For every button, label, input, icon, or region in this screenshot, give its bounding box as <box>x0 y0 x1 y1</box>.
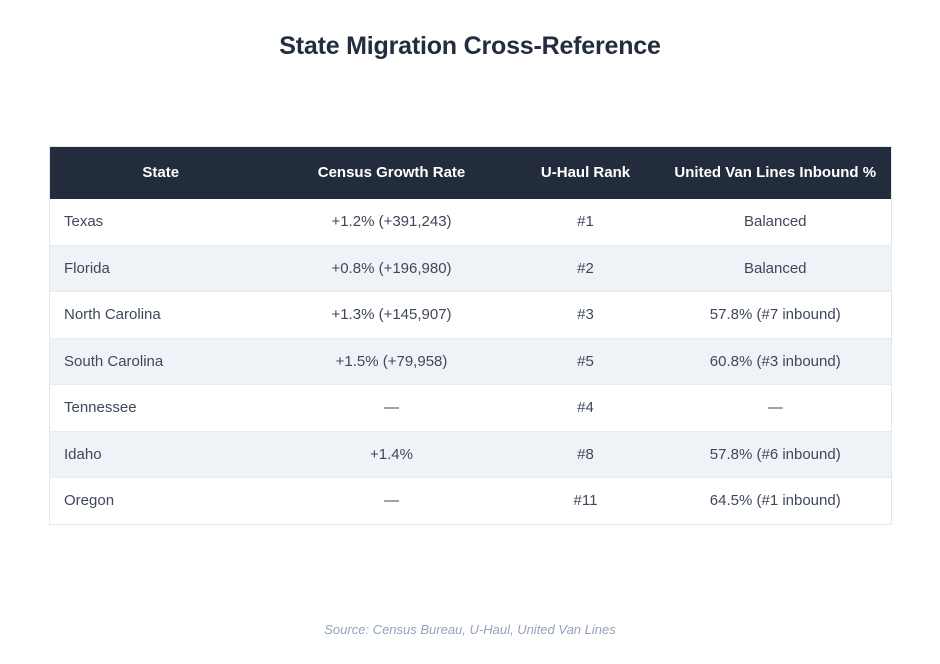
cell-census-growth-rate: — <box>271 477 512 525</box>
cell-uhaul-rank: #5 <box>511 337 660 385</box>
cell-state: South Carolina <box>49 337 272 385</box>
table-row: Tennessee — #4 — <box>49 384 892 432</box>
migration-table-container: State Census Growth Rate U-Haul Rank Uni… <box>49 146 892 525</box>
cell-state: Tennessee <box>49 384 272 432</box>
cell-state: Idaho <box>49 430 272 478</box>
source-note: Source: Census Bureau, U-Haul, United Va… <box>324 622 616 637</box>
cell-state: North Carolina <box>49 291 272 339</box>
column-header-census-growth-rate[interactable]: Census Growth Rate <box>271 146 512 200</box>
cell-uvl-inbound: Balanced <box>659 244 892 292</box>
column-header-state[interactable]: State <box>49 146 272 200</box>
cell-census-growth-rate: +1.5% (+79,958) <box>271 337 512 385</box>
cell-uhaul-rank: #11 <box>511 477 660 525</box>
page-title: State Migration Cross-Reference <box>279 32 661 60</box>
cell-uhaul-rank: #1 <box>577 213 594 231</box>
cell-state: Oregon <box>49 477 272 525</box>
cell-uvl-inbound: 57.8% (#7 inbound) <box>659 291 892 339</box>
table-row: Oregon — #11 64.5% (#1 inbound) <box>49 477 892 525</box>
cell-census-growth-rate: +1.4% <box>271 430 512 478</box>
table-row: North Carolina +1.3% (+145,907) #3 57.8%… <box>49 291 892 339</box>
cell-census-growth-rate: +1.3% (+145,907) <box>271 291 512 339</box>
table-row: Idaho +1.4% #8 57.8% (#6 inbound) <box>49 430 892 478</box>
column-header-united-van-lines-inbound[interactable]: United Van Lines Inbound % <box>659 146 892 200</box>
table-body: Texas +1.2% (+391,243) #1 Balanced Flori… <box>49 199 892 525</box>
cell-state: Texas <box>64 213 104 231</box>
cell-uhaul-rank: #2 <box>511 244 660 292</box>
cell-uvl-inbound: 60.8% (#3 inbound) <box>659 337 892 385</box>
table-row: Texas +1.2% (+391,243) #1 Balanced <box>49 199 892 246</box>
table-row: Florida +0.8% (+196,980) #2 Balanced <box>49 244 892 292</box>
table-header: State Census Growth Rate U-Haul Rank Uni… <box>49 146 892 200</box>
cell-uhaul-rank: #3 <box>511 291 660 339</box>
cell-uhaul-rank: #4 <box>511 384 660 432</box>
cell-state: Florida <box>49 244 272 292</box>
cell-census-growth-rate: — <box>271 384 512 432</box>
cell-uhaul-rank: #8 <box>511 430 660 478</box>
cell-uvl-inbound: 57.8% (#6 inbound) <box>659 430 892 478</box>
cell-census-growth-rate: +0.8% (+196,980) <box>271 244 512 292</box>
cell-uvl-inbound: — <box>659 384 892 432</box>
cell-uvl-inbound: Balanced <box>743 213 807 231</box>
cell-uvl-inbound: 64.5% (#1 inbound) <box>659 477 892 525</box>
state-migration-table: State Census Growth Rate U-Haul Rank Uni… <box>49 146 892 525</box>
table-header-row: State Census Growth Rate U-Haul Rank Uni… <box>49 146 892 200</box>
table-row: South Carolina +1.5% (+79,958) #5 60.8% … <box>49 337 892 385</box>
cell-census-growth-rate: +1.2% (+391,243) <box>331 213 452 231</box>
column-header-uhaul-rank[interactable]: U-Haul Rank <box>511 146 660 200</box>
